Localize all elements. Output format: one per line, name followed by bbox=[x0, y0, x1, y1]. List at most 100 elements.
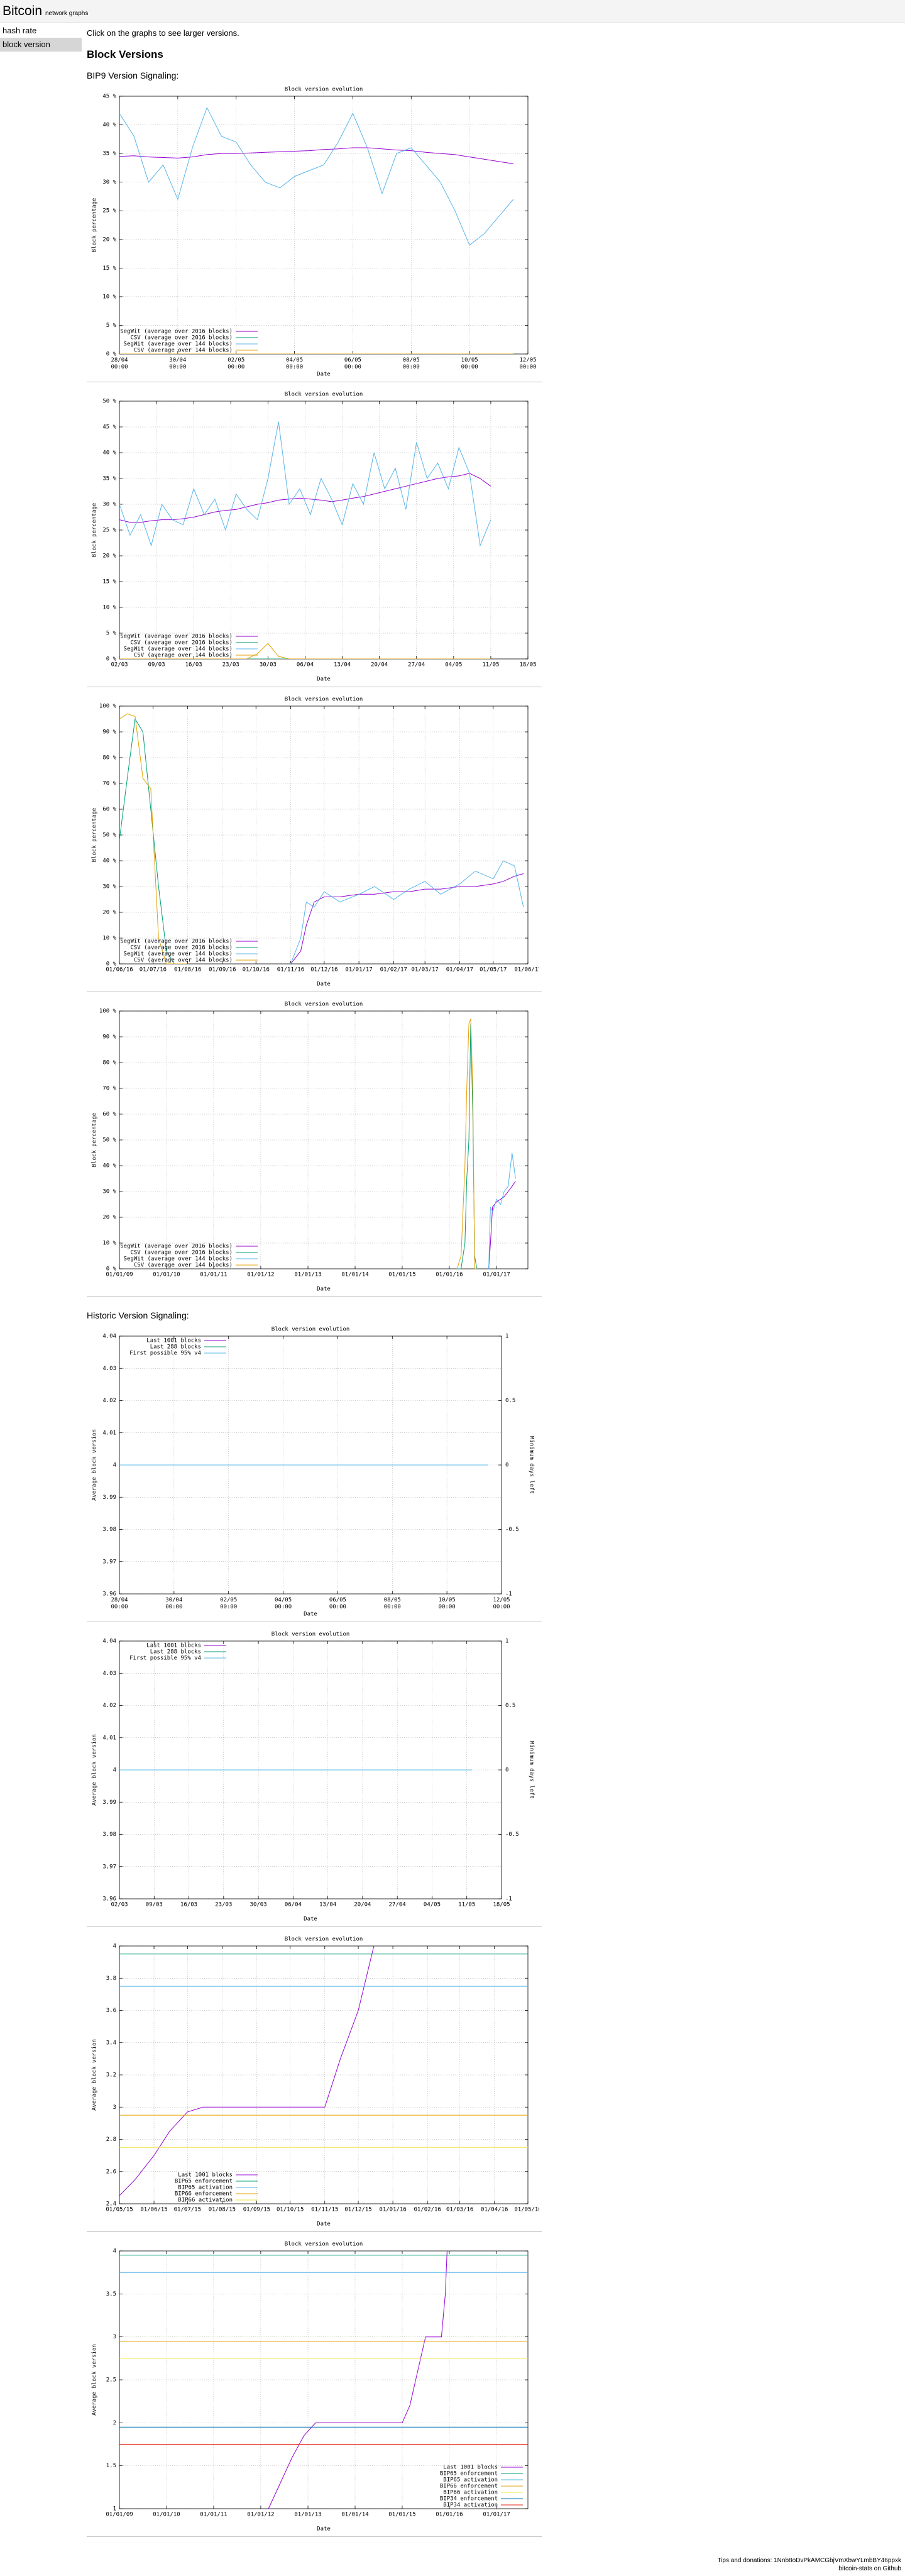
y-tick-label: 20 % bbox=[102, 910, 116, 916]
x-tick-label: 01/05/15 bbox=[106, 2207, 133, 2213]
chart[interactable]: Block version evolution 0 % 5 % 10 % 15 % 20 … bbox=[87, 82, 539, 378]
x-tick-label: 06/04 bbox=[285, 1902, 302, 1908]
chart-block: Block version evolution 0 % 5 % 10 % 15 % 20 … bbox=[87, 82, 542, 387]
x-tick-label: 01/04/17 bbox=[446, 967, 473, 973]
chart-block: Block version evolution 3.96 3.97 3.98 3.99 4… bbox=[87, 1322, 542, 1627]
x-tick-label: 01/08/16 bbox=[174, 967, 201, 973]
legend-label: BIP34 enforcement bbox=[440, 2496, 498, 2502]
y-tick-label: 3.8 bbox=[106, 1976, 116, 1982]
x-tick-label: 01/01/14 bbox=[341, 2512, 368, 2518]
y-tick-label: 100 % bbox=[99, 704, 117, 710]
y-tick-label: 4.01 bbox=[102, 1430, 116, 1436]
x-tick-label: 01/01/10 bbox=[153, 2512, 180, 2518]
chart[interactable]: Block version evolution 3.96 3.97 3.98 3.99 4… bbox=[87, 1627, 539, 1923]
x-tick-label: 10/05 00:00 bbox=[461, 357, 478, 370]
donation-text: Tips and donations: 1Nnb8oDvPkAMCGbjVmXb… bbox=[717, 2557, 901, 2564]
legend-label: Last 1001 blocks bbox=[443, 2465, 498, 2471]
separator bbox=[87, 1296, 542, 1297]
chart[interactable]: Block version evolution 1 1.5 2 2.5 3 3.5 4 01/0… bbox=[87, 2236, 539, 2532]
x-tick-label: 01/10/16 bbox=[243, 967, 270, 973]
x-tick-label: 06/04 bbox=[297, 662, 314, 668]
intro-text: Click on the graphs to see larger versio… bbox=[87, 28, 239, 38]
y-tick-label: 70 % bbox=[102, 781, 116, 787]
x-tick-label: 30/04 00:00 bbox=[169, 357, 186, 370]
chart-title: Block version evolution bbox=[272, 1327, 350, 1333]
legend-label: BIP65 activation bbox=[178, 2185, 233, 2191]
y-tick-label: 0 % bbox=[106, 656, 117, 663]
chart-block: Block version evolution 3.96 3.97 3.98 3.99 4… bbox=[87, 1627, 542, 1932]
y-tick-label: 35 % bbox=[102, 151, 116, 157]
series-line bbox=[290, 860, 524, 964]
chart[interactable]: Block version evolution 2.4 2.6 2.8 3 3.2 3.4 3… bbox=[87, 1932, 540, 2228]
x-tick-label: 12/05 00:00 bbox=[519, 357, 536, 370]
x-tick-label: 13/04 bbox=[319, 1902, 336, 1908]
y-tick-label: 3.97 bbox=[102, 1559, 116, 1565]
legend-label: SegWit (average over 144 blocks) bbox=[124, 341, 233, 348]
x-tick-label: 30/04 00:00 bbox=[165, 1597, 182, 1610]
y-tick-label: 25 % bbox=[102, 528, 116, 534]
github-link[interactable]: bitcoin-stats on Github bbox=[838, 2565, 902, 2572]
y-tick-label: 30 % bbox=[102, 502, 116, 508]
y-tick-label: 20 % bbox=[102, 236, 116, 243]
y-tick-label: 45 % bbox=[102, 94, 116, 100]
x-axis-label: Date bbox=[304, 1611, 317, 1618]
x-tick-label: 01/03/16 bbox=[446, 2207, 473, 2213]
series-line bbox=[119, 147, 513, 164]
y-tick-label: 1 bbox=[113, 2506, 116, 2512]
x-tick-label: 09/03 bbox=[146, 1902, 163, 1908]
y-tick-label: 4.03 bbox=[102, 1366, 116, 1372]
x-tick-label: 01/01/17 bbox=[483, 2512, 510, 2518]
legend-label: Last 288 blocks bbox=[150, 1344, 201, 1351]
chart-block: Block version evolution 2.4 2.6 2.8 3 3.2 3.4 3… bbox=[87, 1932, 542, 2236]
y-axis-label: Average block version bbox=[92, 1734, 98, 1806]
x-tick-label: 01/01/13 bbox=[294, 2512, 321, 2518]
legend-label: First possible 95% v4 bbox=[129, 1351, 201, 1357]
chart[interactable]: Block version evolution 0 % 5 % 10 % 15 % 20 … bbox=[87, 387, 539, 683]
y-tick-label: 3.6 bbox=[106, 2008, 116, 2014]
legend-label: CSV (average over 2016 blocks) bbox=[130, 640, 233, 646]
x-tick-label: 06/05 00:00 bbox=[329, 1597, 346, 1610]
legend-label: CSV (average over 2016 blocks) bbox=[130, 335, 233, 341]
y-tick-label: 0 % bbox=[106, 1266, 117, 1273]
x-tick-label: 01/11/15 bbox=[311, 2207, 338, 2213]
y-tick-label: 60 % bbox=[102, 1112, 116, 1118]
legend-label: BIP34 activation bbox=[443, 2502, 498, 2509]
x-tick-label: 28/04 00:00 bbox=[111, 357, 128, 370]
y-tick-label: 4 bbox=[113, 1943, 116, 1950]
legend-label: SegWit (average over 2016 blocks) bbox=[120, 1244, 233, 1250]
y-tick-label: 1.5 bbox=[106, 2463, 116, 2469]
x-tick-label: 02/05 00:00 bbox=[220, 1597, 237, 1610]
x-tick-label: 04/05 00:00 bbox=[275, 1597, 292, 1610]
y-tick-label: 35 % bbox=[102, 476, 116, 482]
x-tick-label: 01/06/17 bbox=[514, 967, 539, 973]
y-tick-label: 3.99 bbox=[102, 1495, 116, 1501]
chart[interactable]: Block version evolution 0 % 10 % 20 % 30 % 40… bbox=[87, 997, 539, 1292]
y-tick-label: 2 bbox=[113, 2420, 116, 2426]
series-line bbox=[456, 1019, 477, 1269]
x-tick-label: 04/05 bbox=[424, 1902, 441, 1908]
legend-label: BIP66 activation bbox=[443, 2490, 498, 2496]
chart-title: Block version evolution bbox=[285, 392, 363, 398]
legend-label: SegWit (average over 2016 blocks) bbox=[120, 634, 233, 640]
plot-border bbox=[119, 1010, 529, 1269]
x-tick-label: 01/07/15 bbox=[174, 2207, 201, 2213]
x-tick-label: 01/01/16 bbox=[436, 2512, 463, 2518]
y-tick-label: 80 % bbox=[102, 1060, 116, 1066]
chart[interactable]: Block version evolution 0 % 10 % 20 % 30 % 40… bbox=[87, 692, 540, 988]
chart-block: Block version evolution 1 1.5 2 2.5 3 3.5 4 01/0… bbox=[87, 2236, 542, 2541]
y-tick-label: 60 % bbox=[102, 807, 116, 813]
legend-label: SegWit (average over 2016 blocks) bbox=[120, 329, 233, 335]
x-tick-label: 01/02/16 bbox=[414, 2207, 441, 2213]
chart[interactable]: Block version evolution 3.96 3.97 3.98 3.99 4… bbox=[87, 1322, 539, 1618]
x-tick-label: 01/10/15 bbox=[277, 2207, 304, 2213]
y-axis-label: Block percentage bbox=[92, 1113, 98, 1168]
y-tick-label: 45 % bbox=[102, 424, 116, 431]
y2-tick-label: 0 bbox=[505, 1767, 508, 1774]
separator bbox=[87, 2231, 542, 2232]
y-tick-label: 10 % bbox=[102, 936, 116, 942]
nav-item[interactable]: hash rate bbox=[3, 26, 37, 35]
y-axis-label: Average block version bbox=[92, 2039, 98, 2111]
x-tick-label: 01/11/16 bbox=[277, 967, 304, 973]
nav-item[interactable]: block version bbox=[0, 38, 82, 52]
